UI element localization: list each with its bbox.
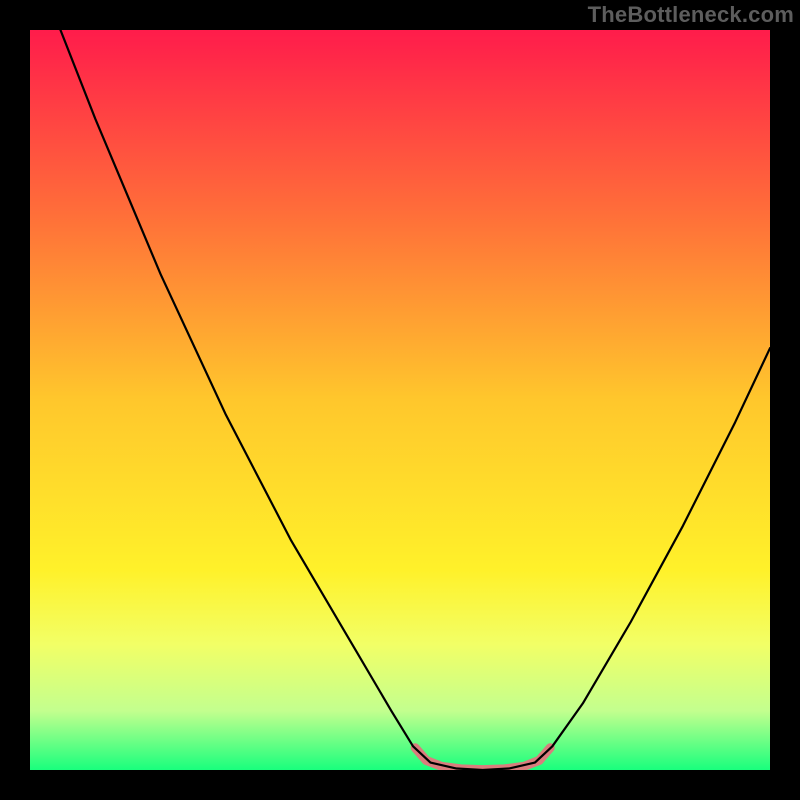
curve-layer: [30, 30, 770, 770]
watermark-text: TheBottleneck.com: [588, 2, 794, 28]
chart-frame: TheBottleneck.com: [0, 0, 800, 800]
main-curve-path: [60, 30, 770, 770]
bottom-accent-path: [415, 748, 550, 770]
plot-area: [30, 30, 770, 770]
